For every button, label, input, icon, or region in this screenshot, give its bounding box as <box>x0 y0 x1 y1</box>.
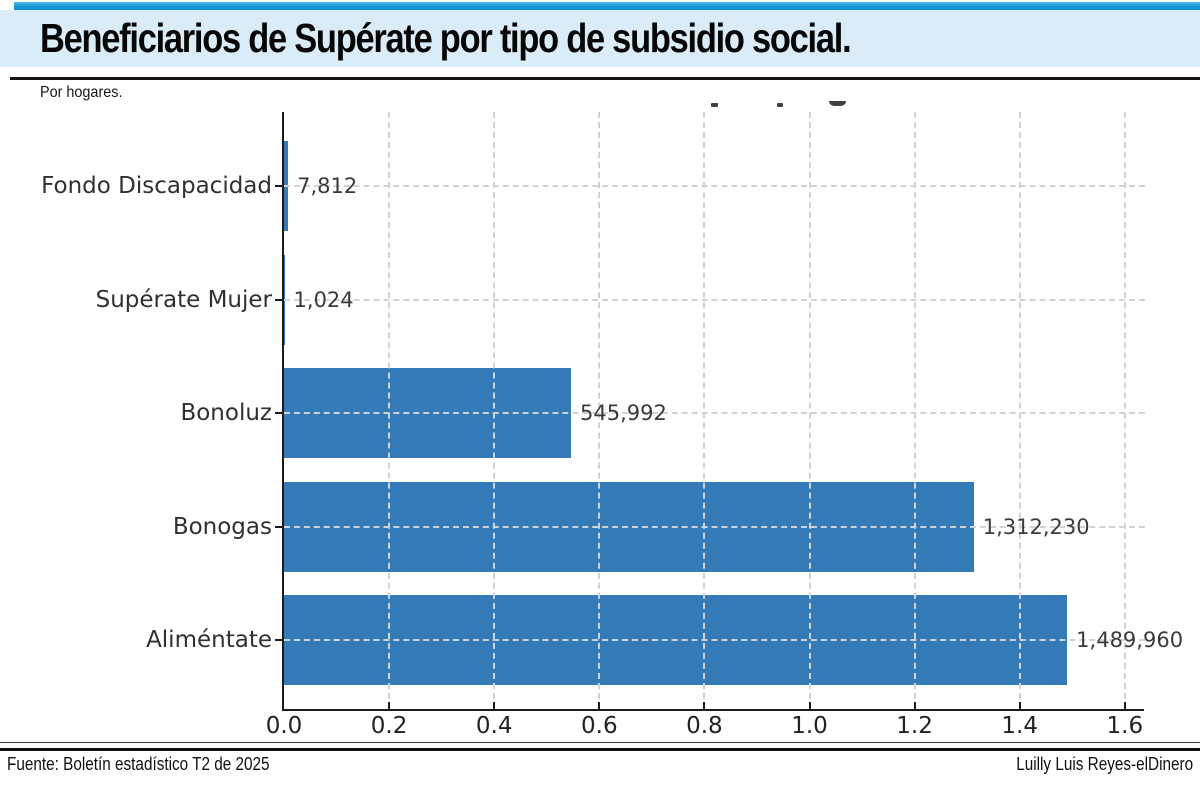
x-tick-label: 1.6 <box>1106 713 1144 739</box>
x-tick-label: 1.0 <box>791 713 828 739</box>
x-gridline <box>703 112 706 709</box>
x-gridline <box>1123 112 1126 709</box>
y-gridline <box>284 525 1145 528</box>
clipped-text-artifact <box>777 103 783 107</box>
value-label: 545,992 <box>579 401 667 425</box>
x-tick-label: 1.4 <box>1001 713 1038 739</box>
x-tick-label: 0.8 <box>686 713 723 739</box>
author-credit: Luilly Luis Reyes-elDinero <box>1016 754 1193 774</box>
x-axis-tick <box>703 702 706 709</box>
x-gridline <box>808 112 811 709</box>
x-axis-tick <box>598 702 601 709</box>
chart-subtitle: Por hogares. <box>40 84 123 101</box>
y-axis-tick <box>275 525 283 528</box>
x-axis-tick <box>1018 702 1021 709</box>
y-axis-tick <box>275 412 283 414</box>
category-label: Fondo Discapacidad <box>41 173 272 199</box>
category-label: Supérate Mujer <box>95 286 272 313</box>
x-axis-tick <box>1123 702 1126 709</box>
value-label: 1,024 <box>293 287 354 312</box>
x-gridline <box>493 112 496 709</box>
category-label: Aliméntate <box>146 627 272 653</box>
page-title: Beneficiarios de Supérate por tipo de su… <box>40 15 852 61</box>
source-note: Fuente: Boletín estadístico T2 de 2025 <box>7 754 270 774</box>
header-accent-bar <box>14 2 1200 10</box>
y-axis-tick <box>275 639 283 641</box>
y-gridline <box>284 298 1145 301</box>
x-axis-tick <box>808 702 811 709</box>
x-axis-tick <box>388 702 391 709</box>
x-tick-label: 0.6 <box>581 713 618 739</box>
x-gridline <box>388 112 391 709</box>
y-gridline <box>284 412 1145 414</box>
y-axis-tick <box>275 185 283 187</box>
header-rule <box>10 77 1200 80</box>
x-gridline <box>598 112 601 709</box>
x-axis-tick <box>493 702 496 709</box>
x-gridline <box>1018 112 1021 709</box>
clipped-text-artifact <box>711 103 718 107</box>
x-tick-label: 0.4 <box>475 713 513 739</box>
x-tick-label: 0.0 <box>265 713 303 739</box>
y-gridline <box>284 639 1145 641</box>
y-gridline <box>284 185 1145 187</box>
x-axis-spine <box>282 709 1144 711</box>
y-axis-spine <box>282 112 284 710</box>
y-axis-tick <box>275 298 283 301</box>
value-label: 7,812 <box>297 174 358 198</box>
footer-rule-thick <box>0 748 1200 751</box>
title-band <box>0 10 1200 67</box>
value-label: 1,312,230 <box>982 514 1090 539</box>
x-axis-tick <box>913 702 916 709</box>
x-gridline <box>913 112 916 709</box>
footer-rule-thin <box>0 742 1200 743</box>
x-tick-label: 1.2 <box>896 713 933 739</box>
x-tick-label: 0.2 <box>370 713 408 739</box>
clipped-text-artifact <box>829 101 846 106</box>
value-label: 1,489,960 <box>1076 628 1184 652</box>
category-label: Bonoluz <box>180 400 272 426</box>
category-label: Bonogas <box>172 513 272 540</box>
